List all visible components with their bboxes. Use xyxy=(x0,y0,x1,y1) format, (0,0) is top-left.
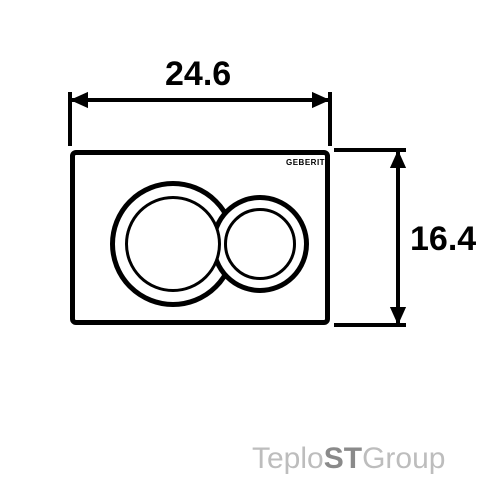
watermark: TeploSTGroup xyxy=(252,442,445,476)
watermark-suffix: Group xyxy=(362,442,445,475)
watermark-accent: ST xyxy=(324,442,362,475)
watermark-prefix: Teplo xyxy=(252,442,324,475)
dimension-height-label: 16.4 xyxy=(410,220,476,259)
diagram-stage: GEBERIT 24.6 16.4 TeploSTGroup xyxy=(0,0,500,500)
